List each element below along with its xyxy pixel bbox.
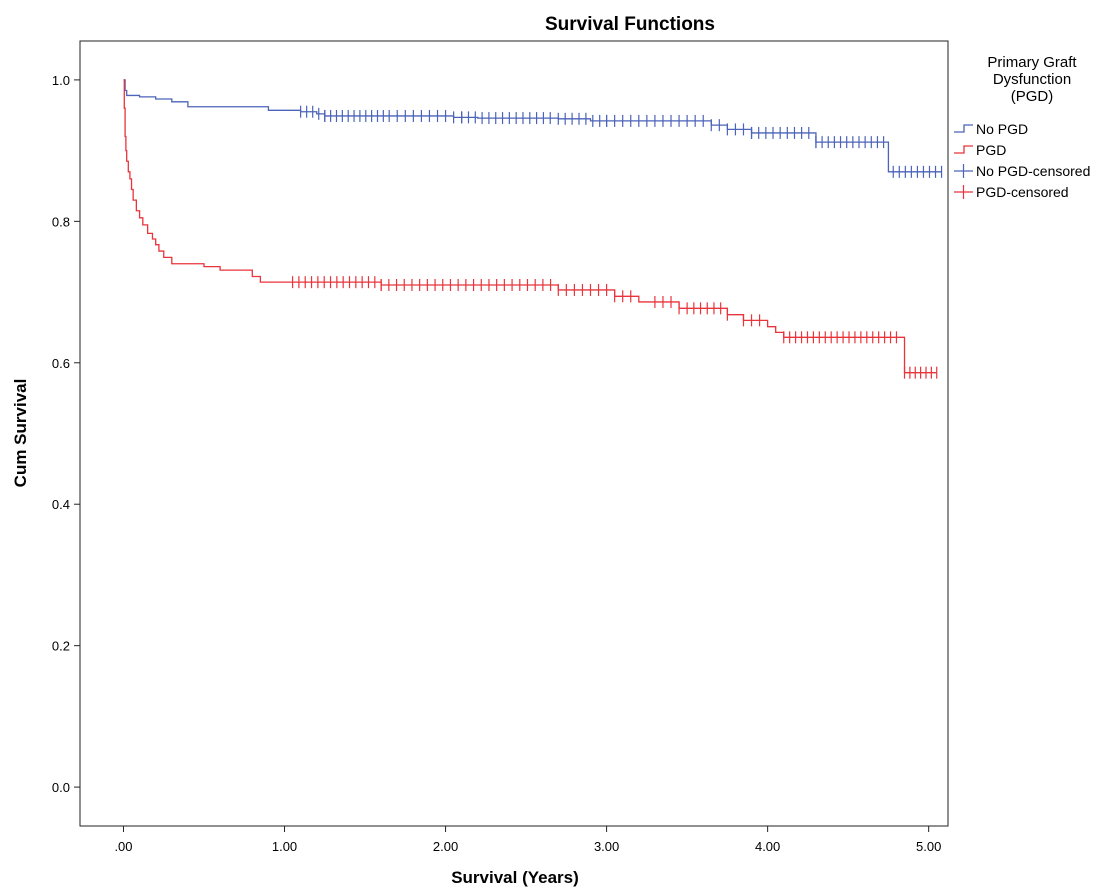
legend-label: PGD-censored (976, 184, 1069, 200)
legend: Primary Graft Dysfunction (PGD) No PGD PG… (954, 54, 1090, 200)
y-axis: 0.0 0.2 0.4 0.6 0.8 1.0 (52, 73, 80, 795)
x-axis: .00 1.00 2.00 3.00 4.00 5.00 (114, 826, 941, 854)
y-tick-label: 1.0 (52, 73, 70, 88)
y-tick-label: 0.6 (52, 356, 70, 371)
series-layer (123, 79, 943, 379)
legend-label: No PGD (976, 121, 1028, 137)
y-tick-label: 0.0 (52, 780, 70, 795)
censor-marks-no-pgd (300, 105, 943, 178)
series-line-pgd (123, 79, 937, 374)
legend-symbol-step (954, 124, 973, 133)
legend-symbol-step (954, 145, 973, 154)
x-tick-label: 4.00 (755, 839, 780, 854)
x-tick-label: 3.00 (594, 839, 619, 854)
legend-label: No PGD-censored (976, 163, 1090, 179)
legend-title-line-3: (PGD) (1011, 88, 1054, 105)
x-tick-label: .00 (114, 839, 132, 854)
legend-item-no-pgd: No PGD (954, 121, 1028, 137)
x-axis-label: Survival (Years) (451, 868, 579, 887)
x-tick-label: 2.00 (433, 839, 458, 854)
y-axis-label: Cum Survival (11, 379, 30, 488)
plot-area (79, 40, 949, 827)
legend-label: PGD (976, 142, 1006, 158)
legend-item-pgd-censored: PGD-censored (954, 184, 1069, 200)
legend-item-no-pgd-censored: No PGD-censored (954, 163, 1090, 179)
legend-item-pgd: PGD (954, 142, 1006, 158)
y-tick-label: 0.8 (52, 214, 70, 229)
y-tick-label: 0.2 (52, 639, 70, 654)
legend-title-line-1: Primary Graft (987, 54, 1077, 71)
y-tick-label: 0.4 (52, 497, 70, 512)
x-tick-label: 1.00 (272, 839, 297, 854)
censor-marks-pgd (291, 276, 938, 379)
chart-title: Survival Functions (545, 14, 715, 35)
x-tick-label: 5.00 (916, 839, 941, 854)
legend-title-line-2: Dysfunction (993, 71, 1071, 88)
